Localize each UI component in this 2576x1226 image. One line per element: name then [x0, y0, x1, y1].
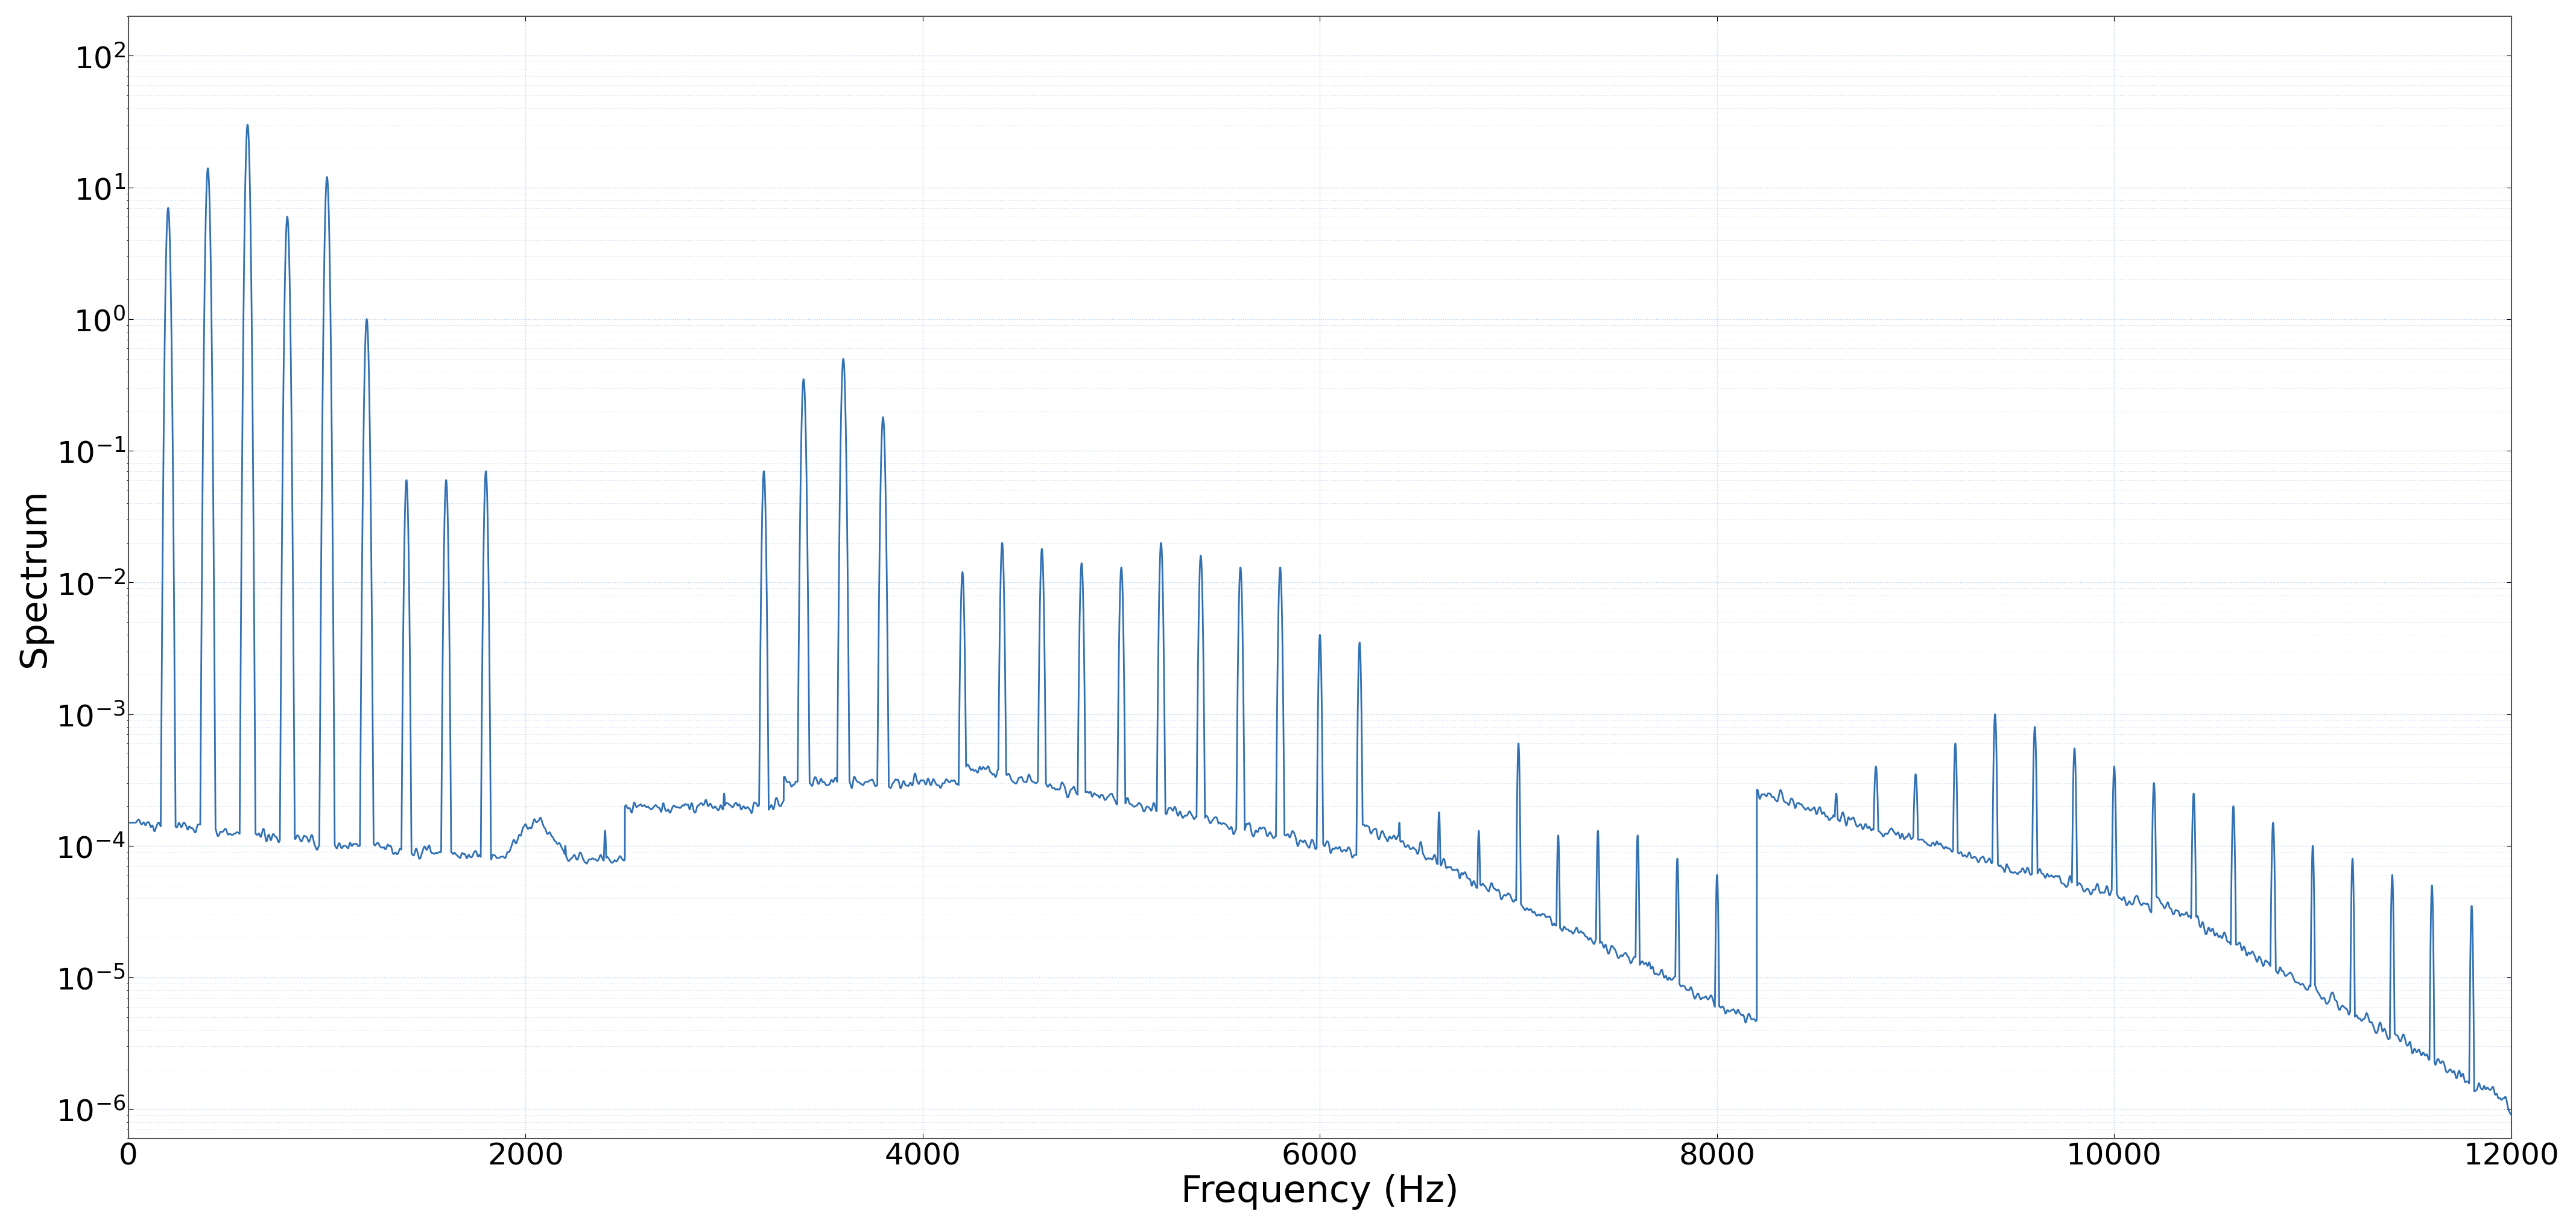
X-axis label: Frequency (Hz): Frequency (Hz): [1180, 1173, 1458, 1209]
Y-axis label: Spectrum: Spectrum: [18, 488, 52, 667]
